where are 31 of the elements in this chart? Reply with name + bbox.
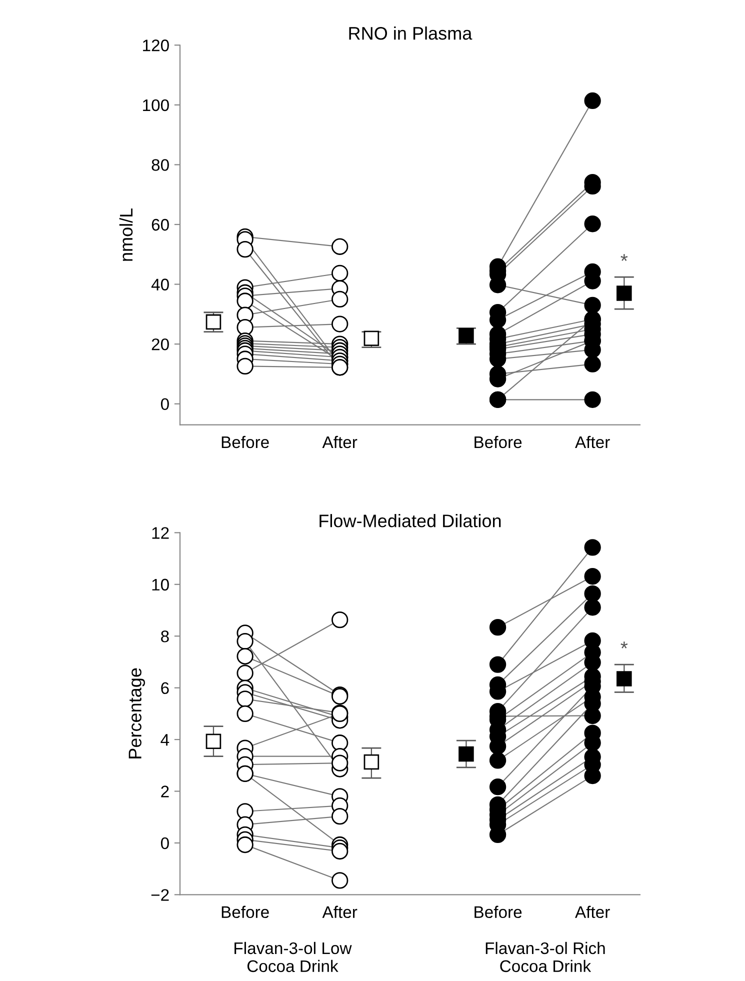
y-axis-title: Percentage <box>128 668 146 758</box>
y-tick-label: 12 <box>152 527 169 539</box>
text: Flavan-3-ol Low Cocoa Drink <box>234 942 352 972</box>
y-tick-label: 20 <box>152 338 169 350</box>
x-tick-label: After <box>575 906 610 918</box>
x-tick-label: Before <box>474 436 522 448</box>
y-axis-title: nmol/L <box>119 208 133 261</box>
y-tick-label: 6 <box>161 682 169 694</box>
chart-title: RNO in Plasma <box>349 26 472 40</box>
y-tick-label: −2 <box>151 889 169 901</box>
y-tick-label: 60 <box>152 218 169 231</box>
y-tick-label: 100 <box>143 99 169 112</box>
y-tick-label: 10 <box>152 578 169 591</box>
x-tick-label: After <box>575 436 610 448</box>
annotation: * <box>620 254 628 261</box>
annotation: * <box>620 642 628 648</box>
x-tick-label: After <box>322 436 358 448</box>
x-tick-label: Before <box>474 906 522 918</box>
text: Flavan-3-ol Rich Cocoa Drink <box>486 942 605 972</box>
chart-title: Flow-Mediated Dilation <box>320 514 501 528</box>
y-tick-label: 2 <box>161 786 169 798</box>
y-tick-label: 80 <box>152 159 169 171</box>
y-tick-label: 0 <box>160 837 169 850</box>
x-tick-label: Before <box>222 906 269 918</box>
x-tick-label: Before <box>222 436 269 448</box>
y-tick-label: 40 <box>151 278 169 290</box>
x-tick-label: After <box>322 906 358 918</box>
y-tick-label: 4 <box>160 734 170 746</box>
y-tick-label: 0 <box>160 398 169 410</box>
y-tick-label: 8 <box>161 630 169 642</box>
y-tick-label: 120 <box>143 40 169 52</box>
